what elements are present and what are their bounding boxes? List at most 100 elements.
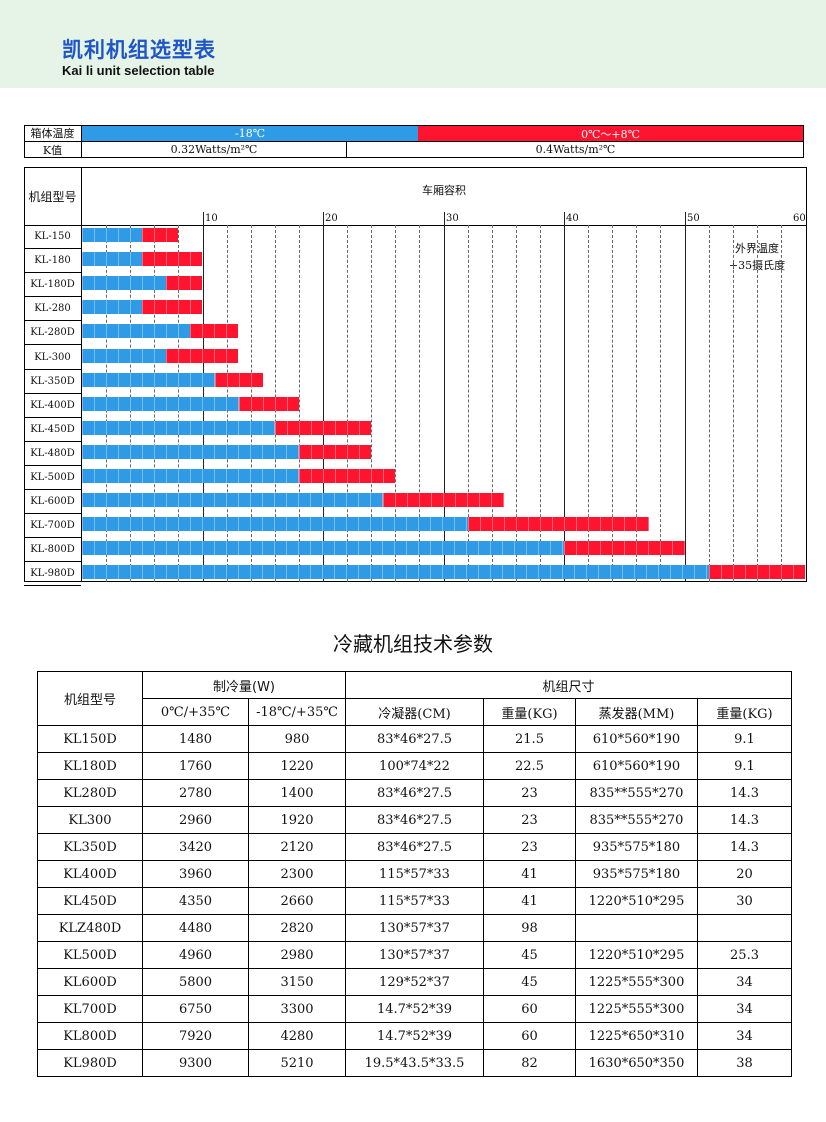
cell-cooling-18: 1400 <box>248 779 346 807</box>
cell-evaporator: 1225*555*300 <box>575 968 698 996</box>
table-row: KL400D 3960 2300 115*57*33 41 935*575*180 20 <box>37 860 793 888</box>
k-low: 0.32Watts/m²℃ <box>170 143 258 156</box>
minor-gridline <box>299 225 300 582</box>
k-high: 0.4Watts/m²℃ <box>535 143 616 156</box>
title-english: Kai li unit selection table <box>62 63 215 78</box>
bar-segment-high-temp <box>299 469 395 483</box>
cell-cooling-0: 2780 <box>142 779 249 807</box>
cell-weight-2: 20 <box>696 860 793 888</box>
model-label: KL-350D <box>24 370 81 394</box>
model-label: KL-180D <box>24 273 81 298</box>
minor-gridline <box>781 225 782 582</box>
volume-header: 车厢容积 <box>422 184 466 197</box>
bar-segment-low-temp <box>82 517 468 532</box>
major-gridline <box>444 212 445 582</box>
minor-gridline <box>516 225 517 582</box>
cell-weight-1: 60 <box>483 995 576 1023</box>
cell-model: KL400D <box>37 860 143 888</box>
cell-weight-1: 41 <box>483 860 576 888</box>
cell-cooling-0: 2960 <box>142 806 249 834</box>
model-label: KL-800D <box>24 538 81 563</box>
minor-gridline <box>395 225 396 582</box>
bar-segment-high-temp <box>142 300 202 315</box>
table-row: KL180D 1760 1220 100*74*22 22.5 610*560*190 9.… <box>37 752 793 780</box>
bar-segment-low-temp <box>82 252 142 267</box>
model-label: KL-980D <box>24 562 81 587</box>
cell-cooling-0: 1480 <box>142 725 249 753</box>
cell-cooling-0: 3960 <box>142 860 249 888</box>
minor-gridline <box>468 225 469 582</box>
th-cooling-18: -18℃/+35℃ <box>248 698 346 726</box>
bar-segment-high-temp <box>275 420 371 435</box>
cell-cooling-18: 3300 <box>248 995 346 1023</box>
page-header: 凯利机组选型表 Kai li unit selection table <box>0 0 826 88</box>
bar-segment-low-temp <box>82 372 215 387</box>
cell-evaporator: 610*560*190 <box>575 752 698 780</box>
cell-cooling-18: 2820 <box>248 914 346 942</box>
table-row: KL980D 9300 5210 19.5*43.5*33.5 82 1630*650*3… <box>37 1049 793 1077</box>
cell-cooling-18: 3150 <box>248 968 346 996</box>
major-gridline <box>685 212 686 582</box>
cell-model: KL300 <box>37 806 143 834</box>
bar-segment-low-temp <box>82 444 299 459</box>
x-tick-label: 40 <box>566 213 579 224</box>
cell-evaporator: 610*560*190 <box>575 725 698 753</box>
cell-weight-2: 14.3 <box>696 806 793 834</box>
cell-cooling-0: 7920 <box>142 1022 249 1050</box>
table-row: KL500D 4960 2980 130*57*37 45 1220*510*295 25.… <box>37 941 793 969</box>
minor-gridline <box>636 225 637 582</box>
bar-segment-high-temp <box>299 444 371 459</box>
model-label: KL-280 <box>24 297 81 322</box>
bar-segment-high-temp <box>166 348 238 363</box>
table-row: KL800D 7920 4280 14.7*52*39 60 1225*650*310 34 <box>37 1022 793 1050</box>
cell-condenser: 83*46*27.5 <box>345 779 484 807</box>
cell-model: KL180D <box>37 752 143 780</box>
cell-cooling-18: 2300 <box>248 860 346 888</box>
cell-cooling-0: 3420 <box>142 833 249 861</box>
cell-evaporator: 1630*650*350 <box>575 1049 698 1077</box>
bar-segment-high-temp <box>383 493 504 508</box>
table-row: KL150D 1480 980 83*46*27.5 21.5 610*560*190 9.… <box>37 725 793 753</box>
x-tick-label: 20 <box>325 213 338 224</box>
model-label: KL-500D <box>24 466 81 490</box>
bar-segment-high-temp <box>190 324 238 339</box>
cell-cooling-18: 2660 <box>248 887 346 915</box>
minor-gridline <box>371 225 372 582</box>
table-row: KLZ480D 4480 2820 130*57*37 98 <box>37 914 793 942</box>
bar-segment-high-temp <box>215 372 263 387</box>
cell-weight-1: 23 <box>483 806 576 834</box>
cell-model: KL280D <box>37 779 143 807</box>
cell-cooling-0: 5800 <box>142 968 249 996</box>
bar-segment-low-temp <box>82 565 709 580</box>
minor-gridline <box>612 225 613 582</box>
cell-weight-1: 60 <box>483 1022 576 1050</box>
box-temp-label: 箱体温度 <box>30 127 75 140</box>
th-cooling-0: 0℃/+35℃ <box>142 698 249 726</box>
minor-gridline <box>347 225 348 582</box>
cell-cooling-0: 4350 <box>142 887 249 915</box>
cell-weight-2: 34 <box>696 995 793 1023</box>
cell-condenser: 14.7*52*39 <box>345 1022 484 1050</box>
bar-segment-high-temp <box>468 517 649 532</box>
cell-weight-2: 9.1 <box>696 725 793 753</box>
cell-cooling-18: 1220 <box>248 752 346 780</box>
bar-segment-high-temp <box>142 228 178 242</box>
cell-evaporator: 935*575*180 <box>575 833 698 861</box>
cell-model: KL800D <box>37 1022 143 1050</box>
cell-weight-2: 34 <box>696 968 793 996</box>
cell-cooling-0: 6750 <box>142 995 249 1023</box>
bar-segment-low-temp <box>82 493 383 508</box>
x-tick-label: 30 <box>446 213 459 224</box>
cell-weight-2: 14.3 <box>696 779 793 807</box>
cell-model: KL450D <box>37 887 143 915</box>
cell-condenser: 130*57*37 <box>345 941 484 969</box>
model-label: KL-700D <box>24 514 81 539</box>
minor-gridline <box>757 225 758 582</box>
bar-segment-high-temp <box>564 541 685 556</box>
cell-condenser: 130*57*37 <box>345 914 484 942</box>
cell-cooling-0: 9300 <box>142 1049 249 1077</box>
cell-weight-2: 30 <box>696 887 793 915</box>
th-model: 机组型号 <box>37 671 143 726</box>
cell-evaporator: 1225*650*310 <box>575 1022 698 1050</box>
cell-evaporator: 1220*510*295 <box>575 887 698 915</box>
